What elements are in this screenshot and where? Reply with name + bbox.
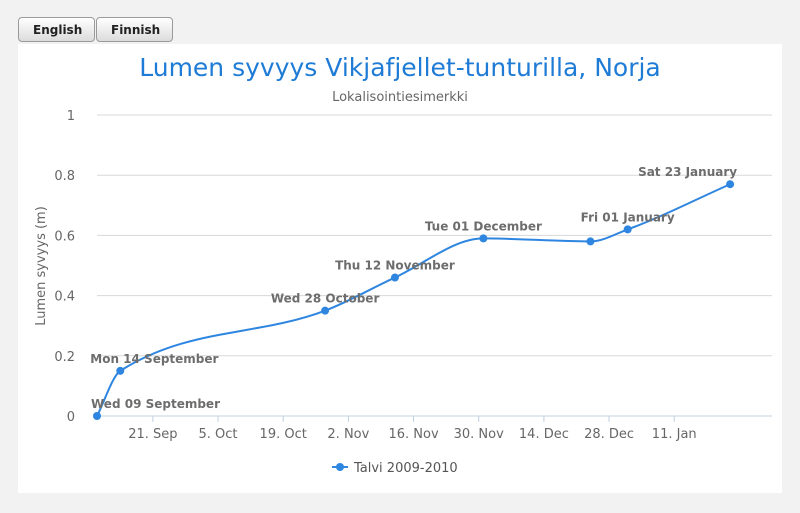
x-tick-label: 21. Sep	[128, 427, 177, 442]
data-label: Mon 14 September	[90, 352, 218, 366]
series-group: Wed 09 September Mon 14 September Wed 28 O…	[90, 165, 737, 420]
y-axis-title: Lumen syvyys (m)	[34, 206, 49, 326]
data-label: Fri 01 January	[581, 210, 675, 224]
legend-label[interactable]: Talvi 2009-2010	[353, 461, 458, 476]
x-tick-label: 19. Oct	[260, 427, 307, 442]
data-label: Wed 28 October	[271, 292, 380, 306]
x-tick-label: 30. Nov	[454, 427, 504, 442]
language-switcher: English Finnish	[18, 17, 173, 42]
y-tick-label: 0.8	[54, 169, 75, 184]
x-axis-ticks: 21. Sep 5. Oct 19. Oct 2. Nov 16. Nov 30. Nov…	[97, 415, 772, 442]
chart-panel	[18, 44, 782, 493]
chart-title: Lumen syvyys Vikjafjellet-tunturilla, No…	[139, 53, 661, 82]
data-point[interactable]	[726, 180, 735, 189]
english-button[interactable]: English	[18, 17, 95, 42]
data-point[interactable]	[586, 237, 595, 246]
data-label: Thu 12 November	[335, 259, 455, 273]
legend[interactable]: Talvi 2009-2010	[332, 461, 458, 476]
data-point[interactable]	[93, 412, 101, 420]
data-point[interactable]	[479, 234, 488, 243]
y-tick-label: 0.2	[54, 350, 75, 365]
y-tick-label: 0.4	[54, 290, 75, 305]
y-tick-label: 0	[67, 410, 75, 425]
y-tick-label: 0.6	[54, 229, 75, 244]
x-tick-label: 2. Nov	[327, 427, 369, 442]
data-point[interactable]	[116, 366, 125, 375]
x-tick-label: 14. Dec	[519, 427, 569, 442]
x-tick-label: 28. Dec	[584, 427, 634, 442]
x-tick-label: 16. Nov	[388, 427, 438, 442]
x-tick-label: 11. Jan	[652, 427, 697, 442]
data-point[interactable]	[321, 306, 330, 315]
y-tick-label: 1	[67, 109, 75, 124]
data-label: Sat 23 January	[638, 165, 737, 179]
data-label: Wed 09 September	[91, 397, 220, 411]
data-label: Tue 01 December	[425, 219, 542, 233]
y-axis-ticks: 0 0.2 0.4 0.6 0.8 1	[54, 109, 75, 425]
finnish-button[interactable]: Finnish	[96, 17, 173, 42]
legend-point-marker	[336, 463, 344, 471]
data-point[interactable]	[390, 273, 399, 282]
chart-subtitle: Lokalisointiesimerkki	[332, 90, 468, 105]
data-point[interactable]	[623, 225, 632, 234]
x-tick-label: 5. Oct	[199, 427, 238, 442]
